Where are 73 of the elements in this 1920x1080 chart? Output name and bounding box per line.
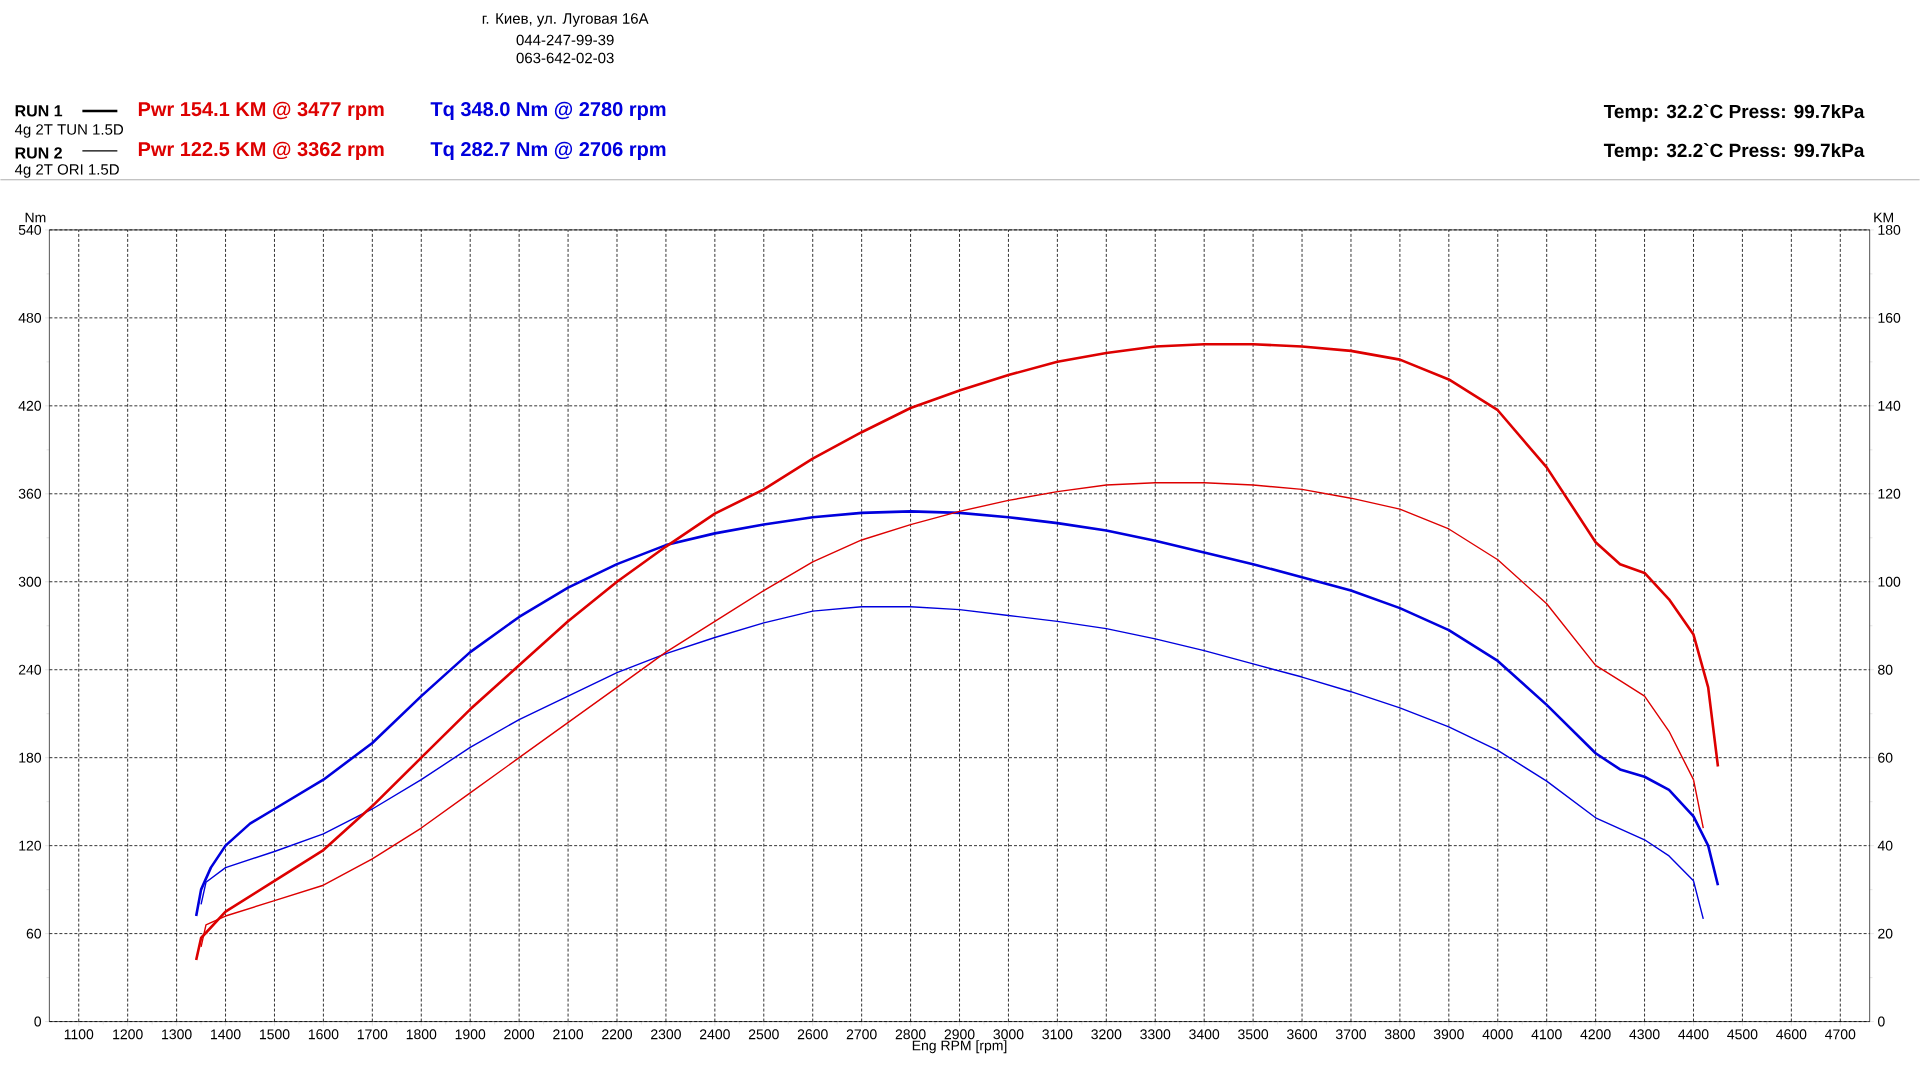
y2-tick-label: 40 [1877, 840, 1893, 851]
x-tick-label: 3700 [1335, 1029, 1366, 1040]
x-tick-label: 1400 [211, 1029, 241, 1040]
x-tick-label: 2700 [846, 1029, 877, 1040]
text: Tq 282.7 Nm @ 2706 rpm [430, 141, 666, 161]
text: 4g 2T TUN 1.5D [14, 124, 124, 138]
y2-tick-label: 80 [1878, 664, 1893, 675]
y-tick-label: 360 [18, 489, 42, 499]
x-tick-label: 3800 [1384, 1029, 1415, 1040]
y2-tick-label: 120 [1878, 489, 1901, 499]
x-tick-label: 3400 [1189, 1029, 1220, 1040]
x-tick-label: 4400 [1678, 1029, 1709, 1040]
x-tick-label: 3300 [1140, 1029, 1171, 1040]
text: Temp: 32.2`C Press: 99.7kPa [1603, 104, 1865, 123]
x-tick-label: 4600 [1776, 1029, 1807, 1040]
x-tick-label: 1700 [357, 1029, 388, 1040]
y-tick-label: 60 [26, 928, 42, 939]
x-tick-label: 3500 [1238, 1029, 1269, 1040]
y-tick-label: 420 [18, 401, 42, 412]
y2-tick-label: 160 [1878, 313, 1901, 324]
x-tick-label: 3900 [1433, 1029, 1464, 1040]
x-tick-label: 3200 [1091, 1029, 1122, 1040]
text: 044-247-99-39 [516, 34, 614, 46]
x-tick-label: 2000 [504, 1029, 535, 1040]
y-tick-label: 300 [18, 577, 42, 587]
text: RUN 2 [15, 147, 62, 159]
text: г. Киев, ул. Луговая 16А [482, 13, 649, 27]
x-tick-label: 4000 [1482, 1029, 1513, 1040]
x-tick-label: 3100 [1042, 1029, 1073, 1040]
x-tick-label: 4200 [1580, 1029, 1611, 1040]
text: 063-642-02-03 [516, 52, 614, 64]
text: Pwr 122.5 KM @ 3362 rpm [138, 141, 384, 161]
x-tick-label: 2800 [895, 1029, 926, 1040]
y2-tick-label: 100 [1878, 577, 1901, 587]
x-tick-label: 1800 [406, 1029, 437, 1040]
y-tick-label: 0 [34, 1016, 42, 1027]
y2-tick-label: 60 [1878, 752, 1893, 763]
y2-tick-label: 180 [1878, 225, 1901, 236]
y-tick-label: 180 [19, 752, 42, 763]
text: Temp: 32.2`C Press: 99.7kPa [1603, 143, 1865, 162]
x-tick-label: 2100 [553, 1029, 584, 1040]
y2-axis-title: KM [1874, 212, 1893, 223]
y-tick-label: 120 [19, 840, 42, 851]
text: Tq 348.0 Nm @ 2780 rpm [430, 102, 666, 121]
y2-tick-label: 140 [1878, 401, 1901, 411]
x-tick-label: 2200 [602, 1029, 633, 1040]
x-tick-label: 2500 [748, 1029, 779, 1040]
x-tick-label: 1900 [455, 1029, 486, 1040]
x-tick-label: 3600 [1287, 1029, 1318, 1040]
x-tick-label: 1600 [308, 1029, 339, 1040]
x-axis-title: Eng RPM [rpm] [912, 1040, 1007, 1054]
x-tick-label: 4700 [1825, 1029, 1856, 1040]
y-tick-label: 240 [18, 664, 42, 675]
text: RUN 1 [15, 105, 63, 117]
text: 4g 2T ORI 1.5D [14, 164, 119, 178]
y2-tick-label: 0 [1877, 1016, 1885, 1027]
text: Pwr 154.1 KM @ 3477 rpm [138, 102, 384, 121]
x-tick-label: 1500 [259, 1029, 290, 1040]
y-tick-label: 480 [18, 313, 42, 324]
x-tick-label: 4500 [1727, 1029, 1758, 1040]
x-tick-label: 4300 [1629, 1029, 1660, 1040]
x-tick-label: 2900 [944, 1029, 975, 1040]
x-tick-label: 1200 [113, 1029, 143, 1040]
x-tick-label: 2400 [700, 1029, 730, 1040]
x-tick-label: 4100 [1531, 1029, 1562, 1040]
x-tick-label: 2300 [651, 1029, 681, 1040]
x-tick-label: 1100 [64, 1029, 94, 1040]
y-tick-label: 540 [18, 225, 42, 236]
y-axis-title: Nm [25, 212, 46, 223]
x-tick-label: 2600 [797, 1029, 828, 1040]
x-tick-label: 3000 [993, 1029, 1024, 1040]
y2-tick-label: 20 [1878, 928, 1893, 939]
x-tick-label: 1300 [162, 1029, 192, 1040]
